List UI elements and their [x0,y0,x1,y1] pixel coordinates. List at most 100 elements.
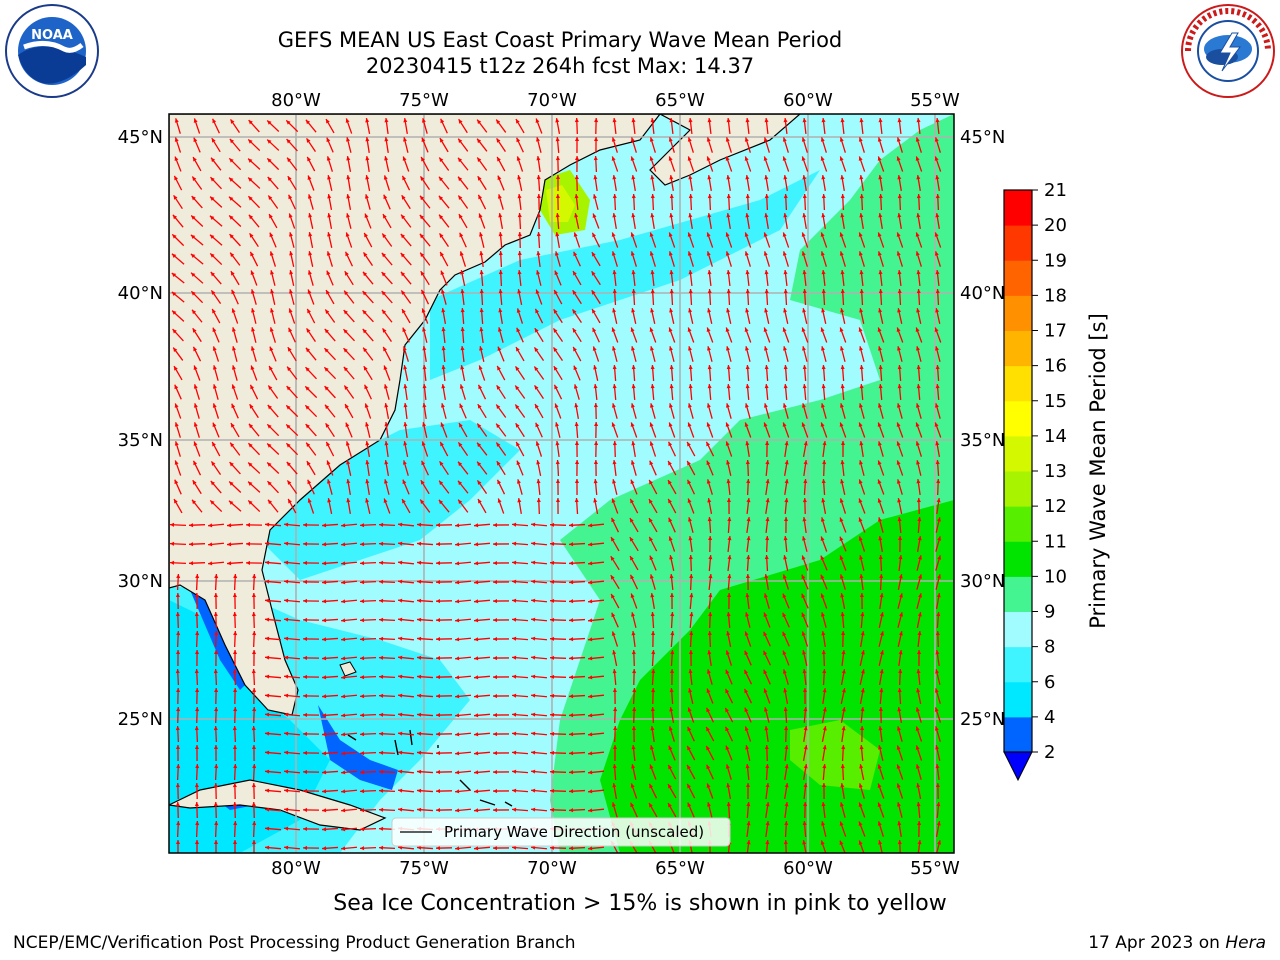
wave-direction-arrowhead [322,580,327,585]
wave-direction-arrowhead [744,403,749,408]
wave-direction-arrowhead [726,612,731,617]
wave-direction-arrowhead [436,599,441,604]
wave-direction-arrowhead [896,251,901,256]
wave-direction-arrowhead [669,384,674,389]
wave-direction-arrowhead [588,675,593,680]
wave-direction-arrowhead [707,194,712,199]
wave-direction-arrowhead [303,788,308,793]
wave-direction-arrowhead [195,707,200,712]
wave-direction-arrowhead [474,675,479,680]
latitude-labels-left: 45°N40°N35°N30°N25°N [118,127,163,730]
wave-direction-arrowhead [303,579,308,584]
wave-direction-arrowhead [193,403,198,408]
wave-direction-arrowhead [631,612,636,617]
wave-direction-arrowhead [531,617,536,622]
wave-direction-arrowhead [821,289,826,294]
wave-direction-arrowhead [822,707,827,712]
wave-direction-arrowhead [284,693,289,698]
wave-direction-arrowhead [493,769,498,775]
wave-direction-arrowhead [455,523,460,528]
wave-direction-arrowhead [650,365,655,370]
wave-direction-arrowhead [687,422,692,427]
wave-direction-arrowhead [802,840,807,845]
wave-direction-arrowhead [727,593,732,598]
wave-direction-arrowhead [822,726,827,731]
wave-direction-arrowhead [512,655,517,660]
wave-direction-arrowhead [555,156,560,161]
wave-direction-arrowhead [497,194,502,199]
wave-direction-arrowhead [840,346,844,351]
wave-direction-arrowhead [403,441,408,446]
wave-direction-arrowhead [821,821,826,826]
wave-direction-arrowhead [588,808,593,813]
wave-direction-arrowhead [706,479,711,484]
wave-direction-arrowhead [916,460,921,465]
wave-direction-arrowhead [360,561,365,566]
wave-direction-arrowhead [687,137,692,142]
wave-direction-arrowhead [936,498,941,503]
wave-direction-arrowhead [341,808,346,813]
wave-direction-arrowhead [341,827,346,832]
wave-direction-arrowhead [569,751,574,756]
wave-direction-arrowhead [934,251,939,256]
wave-direction-arrowhead [303,522,308,527]
wave-direction-arrowhead [650,707,655,712]
wave-direction-arrowhead [688,536,693,541]
wave-direction-arrowhead [213,783,218,788]
wave-direction-arrowhead [610,556,615,561]
wave-direction-arrowhead [782,422,787,427]
wave-direction-arrowhead [860,650,865,655]
wave-direction-arrowhead [365,156,370,161]
wave-direction-arrowhead [251,308,256,313]
wave-direction-arrowhead [550,693,555,698]
wave-direction-arrowhead [208,561,213,566]
wave-direction-arrowhead [765,821,770,826]
wave-direction-arrowhead [194,669,199,674]
wave-direction-arrowhead [231,403,236,409]
wave-direction-arrowhead [477,404,482,409]
wave-direction-arrowhead [176,821,181,826]
wave-direction-arrowhead [403,365,408,370]
lat-label-right: 40°N [960,283,1005,304]
wave-direction-arrowhead [820,327,825,332]
wave-direction-arrowhead [326,441,331,447]
wave-direction-arrowhead [191,196,196,201]
wave-direction-arrowhead [649,251,654,256]
wave-direction-arrowhead [783,346,787,351]
wave-direction-arrowhead [878,745,883,750]
wave-direction-arrowhead [916,118,921,123]
wave-direction-arrowhead [365,441,370,446]
wave-direction-arrowhead [436,751,441,756]
wave-direction-arrowhead [569,789,574,794]
wave-direction-arrowhead [839,327,844,332]
wave-direction-arrowhead [934,422,939,427]
wave-direction-arrowhead [648,499,653,504]
wave-direction-arrowhead [550,788,555,793]
wave-direction-arrowhead [572,290,577,295]
wave-direction-arrowhead [687,764,691,770]
wave-direction-arrowhead [839,536,844,542]
wave-direction-arrowhead [858,403,863,408]
wave-direction-arrowhead [512,769,517,774]
wave-direction-arrowhead [531,788,536,793]
wave-direction-arrowhead [531,598,536,603]
wave-direction-arrowhead [935,308,940,313]
wave-direction-arrowhead [436,694,441,699]
wave-direction-arrowhead [438,499,444,505]
wave-direction-arrowhead [668,745,673,751]
wave-direction-arrowhead [398,655,403,660]
wave-direction-arrowhead [916,783,921,788]
wave-direction-arrowhead [341,523,346,528]
wave-direction-arrowhead [303,769,308,774]
wave-direction-arrowhead [171,272,177,278]
wave-direction-arrowhead [327,175,332,180]
wave-direction-arrowhead [417,541,422,546]
wave-direction-arrowhead [497,498,502,503]
wave-direction-arrowhead [877,422,882,427]
wave-direction-arrowhead [421,137,426,143]
wave-direction-arrowhead [308,213,313,218]
wave-direction-arrowhead [611,593,615,599]
wave-direction-arrowhead [668,441,673,447]
wave-direction-arrowhead [459,423,463,428]
colorbar-tick-label: 9 [1044,602,1055,623]
